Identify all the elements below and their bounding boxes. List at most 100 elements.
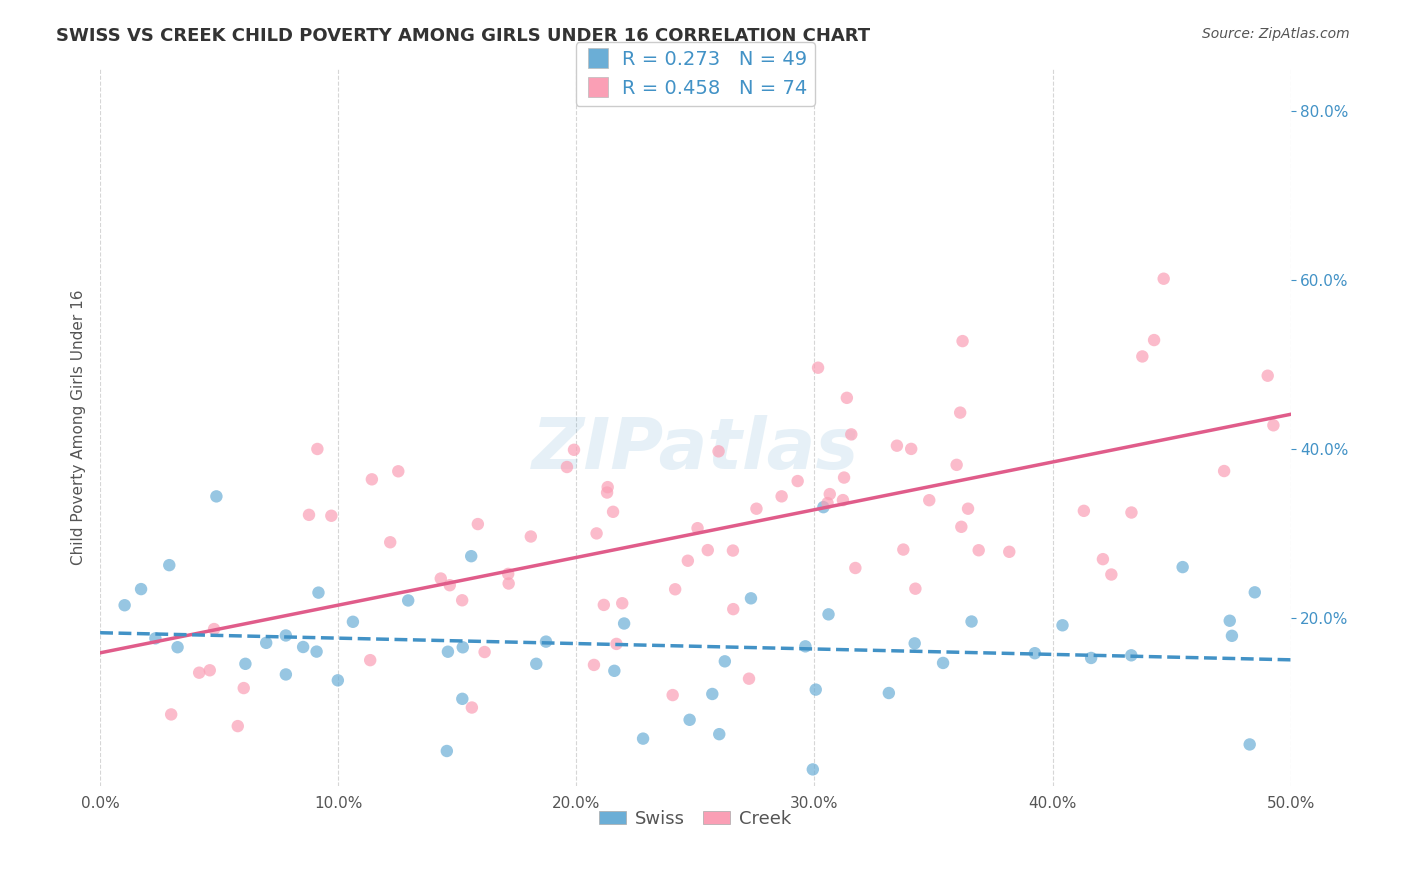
Point xyxy=(474,645,496,659)
Point xyxy=(226,719,249,733)
Point xyxy=(631,731,654,746)
Point xyxy=(308,585,330,599)
Point xyxy=(813,500,835,515)
Point xyxy=(359,653,381,667)
Point xyxy=(274,628,297,642)
Point xyxy=(605,637,627,651)
Point xyxy=(818,487,841,501)
Point xyxy=(326,673,349,688)
Point xyxy=(817,496,839,510)
Point xyxy=(1257,368,1279,383)
Point xyxy=(254,636,277,650)
Text: SWISS VS CREEK CHILD POVERTY AMONG GIRLS UNDER 16 CORRELATION CHART: SWISS VS CREEK CHILD POVERTY AMONG GIRLS… xyxy=(56,27,870,45)
Point xyxy=(786,474,808,488)
Point xyxy=(520,529,543,543)
Point xyxy=(886,439,908,453)
Point xyxy=(1121,506,1143,520)
Point xyxy=(1220,629,1243,643)
Point xyxy=(129,582,152,596)
Point xyxy=(292,640,315,654)
Point xyxy=(723,602,745,616)
Point xyxy=(745,501,768,516)
Text: ZIPatlas: ZIPatlas xyxy=(531,415,859,483)
Point xyxy=(436,744,458,758)
Point xyxy=(613,616,636,631)
Point xyxy=(534,634,557,648)
Point xyxy=(585,526,607,541)
Point xyxy=(342,615,364,629)
Point xyxy=(396,593,419,607)
Point xyxy=(592,598,614,612)
Point xyxy=(460,549,482,564)
Point xyxy=(387,464,409,478)
Point xyxy=(664,582,686,597)
Point xyxy=(707,444,730,458)
Point xyxy=(145,632,167,646)
Point xyxy=(817,607,839,622)
Point xyxy=(918,493,941,508)
Point xyxy=(157,558,180,573)
Point xyxy=(1073,504,1095,518)
Point xyxy=(188,665,211,680)
Point xyxy=(696,543,718,558)
Point xyxy=(807,360,830,375)
Point xyxy=(1121,648,1143,663)
Point xyxy=(844,561,866,575)
Point xyxy=(738,672,761,686)
Point xyxy=(1171,560,1194,574)
Point xyxy=(714,654,737,668)
Point xyxy=(957,501,980,516)
Point xyxy=(998,545,1021,559)
Point xyxy=(702,687,724,701)
Point xyxy=(721,543,744,558)
Point xyxy=(307,442,329,456)
Point xyxy=(451,593,474,607)
Point xyxy=(451,640,474,655)
Point xyxy=(950,520,973,534)
Point xyxy=(380,535,402,549)
Point xyxy=(1052,618,1074,632)
Point xyxy=(603,664,626,678)
Point xyxy=(904,636,927,650)
Point xyxy=(1263,418,1285,433)
Point xyxy=(1239,738,1261,752)
Point xyxy=(949,406,972,420)
Point xyxy=(602,505,624,519)
Point xyxy=(1243,585,1265,599)
Point xyxy=(770,489,793,503)
Point xyxy=(429,572,451,586)
Y-axis label: Child Poverty Among Girls Under 16: Child Poverty Among Girls Under 16 xyxy=(72,290,86,566)
Point xyxy=(160,707,183,722)
Point xyxy=(945,458,967,472)
Point xyxy=(891,542,914,557)
Point xyxy=(467,517,489,532)
Point xyxy=(555,460,578,475)
Point xyxy=(524,657,547,671)
Point xyxy=(321,508,343,523)
Point xyxy=(1091,552,1114,566)
Point xyxy=(1153,271,1175,285)
Point xyxy=(439,578,461,592)
Point xyxy=(1024,646,1046,660)
Point xyxy=(114,599,136,613)
Point xyxy=(839,427,862,442)
Point xyxy=(596,480,619,494)
Point xyxy=(832,493,855,508)
Point xyxy=(496,566,519,581)
Point xyxy=(877,686,900,700)
Point xyxy=(205,489,228,503)
Point xyxy=(1080,651,1102,665)
Point xyxy=(235,657,257,671)
Point xyxy=(298,508,321,522)
Point xyxy=(166,640,188,655)
Point xyxy=(1213,464,1236,478)
Point xyxy=(1219,614,1241,628)
Point xyxy=(1099,567,1122,582)
Point xyxy=(202,622,225,636)
Point xyxy=(804,682,827,697)
Point xyxy=(451,691,474,706)
Point xyxy=(835,391,858,405)
Point xyxy=(360,472,382,486)
Point xyxy=(967,543,990,558)
Point xyxy=(900,442,922,456)
